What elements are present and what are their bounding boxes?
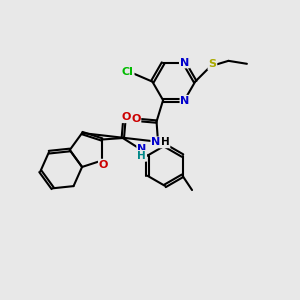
Text: N: N (137, 144, 146, 154)
Text: O: O (131, 115, 140, 124)
Text: H: H (161, 137, 170, 147)
Text: N: N (180, 58, 189, 68)
Text: N: N (180, 96, 190, 106)
Text: O: O (99, 160, 108, 170)
Text: N: N (151, 137, 160, 147)
Text: O: O (121, 112, 130, 122)
Text: Cl: Cl (122, 67, 134, 76)
Text: H: H (137, 151, 146, 161)
Text: S: S (208, 59, 216, 69)
